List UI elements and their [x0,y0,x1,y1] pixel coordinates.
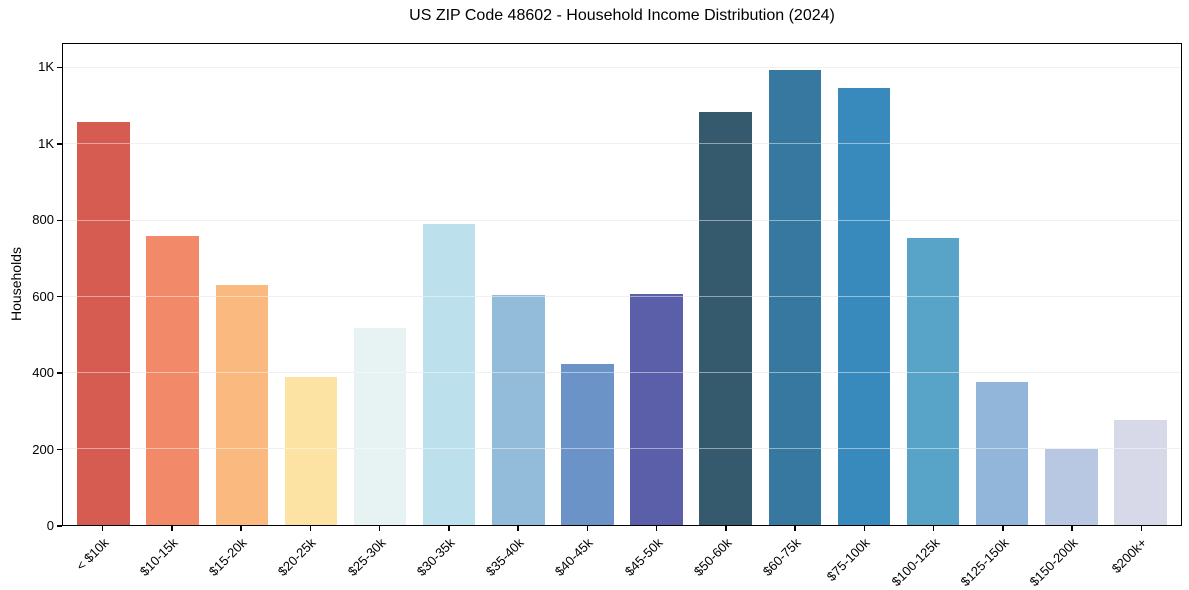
y-tick-label: 200 [32,441,54,457]
bar-slot [899,44,968,525]
x-tick-mark [240,526,242,531]
bar [215,285,269,525]
x-tick-mark [517,526,519,531]
x-tick-mark [171,526,173,531]
gridline [63,295,1181,297]
bar-slot [276,44,345,525]
bar [492,295,545,525]
x-tick-mark [1071,526,1073,531]
bar [284,377,338,525]
y-tick-label: 1K [38,59,54,75]
bar-slot [691,44,760,525]
gridline [63,447,1181,449]
x-tick-mark [863,526,866,531]
y-tick-mark [57,372,62,374]
y-tick-mark [57,66,62,69]
y-tick-mark [57,525,62,527]
bar [561,363,614,525]
x-tick-mark [932,526,935,531]
y-tick-label: 400 [32,365,54,381]
x-tick-mark [101,526,104,531]
plot-area [62,43,1182,526]
x-tick-mark [1140,526,1143,531]
bar-slot [622,44,691,525]
x-tick-mark [378,526,381,531]
bar-slot [346,44,415,525]
bar [1045,448,1098,525]
bar-slot [207,44,276,525]
bar [699,112,752,525]
bar-slot [553,44,622,525]
chart-title: US ZIP Code 48602 - Household Income Dis… [409,7,835,24]
y-tick-label: 600 [32,288,54,304]
gridline [63,371,1181,373]
y-tick-mark [57,143,62,145]
bar [906,238,960,525]
bar-slot [484,44,553,525]
bar [768,69,822,525]
x-tick-mark [794,526,796,531]
y-tick-label: 800 [32,212,54,228]
bar-slot [760,44,829,525]
x-tick-mark [309,526,312,531]
bar-slot [138,44,207,525]
x-tick-label: < $10k [72,535,112,574]
gridline-layer [63,44,1181,525]
bar-slot [1037,44,1106,525]
bar [837,88,891,525]
bar [353,327,407,525]
bar [630,294,683,525]
bar [1114,419,1167,525]
bar [975,381,1029,525]
y-tick-mark [57,448,62,451]
bar [77,121,130,525]
bar [422,223,476,525]
x-tick-mark [725,526,727,531]
gridline [63,143,1181,145]
bars-layer [63,44,1181,525]
gridline [63,67,1181,69]
bar-slot [415,44,484,525]
bar-slot [968,44,1037,525]
bar-slot [1106,44,1175,525]
y-axis-label: Households [8,247,24,321]
x-tick-mark [448,526,450,531]
y-tick-mark [57,219,62,221]
bar-slot [829,44,898,525]
x-tick-mark [1002,526,1004,531]
y-tick-label: 1K [38,135,54,151]
bar [146,235,199,525]
y-tick-label: 0 [46,518,54,533]
gridline [63,219,1181,221]
bar-slot [69,44,138,525]
y-tick-mark [57,296,62,298]
x-tick-mark [655,526,658,531]
x-tick-mark [586,526,589,531]
